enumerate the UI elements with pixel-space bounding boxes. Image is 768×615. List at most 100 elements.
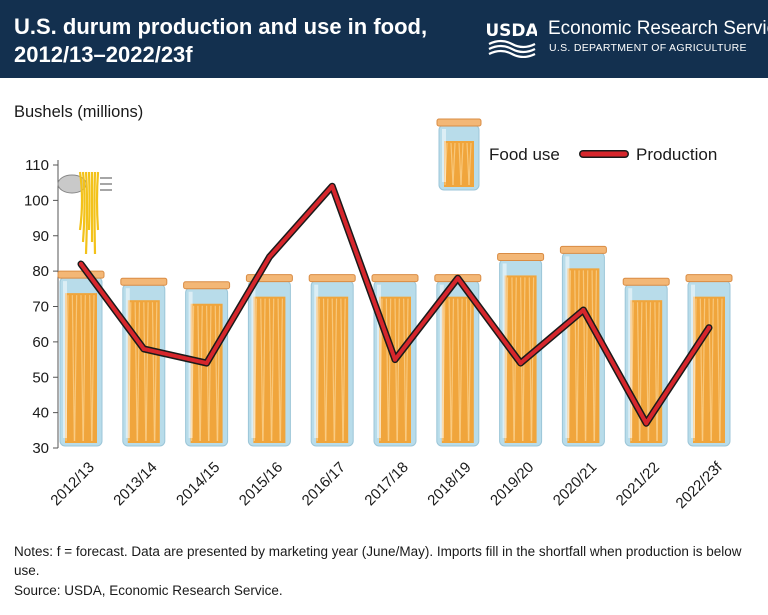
pasta-strand [576, 270, 580, 442]
pasta-strand [468, 298, 472, 442]
pasta-strand [710, 298, 714, 442]
pasta-strand [717, 298, 721, 442]
production-point [393, 357, 397, 362]
pasta-strand [465, 298, 470, 442]
x-tick-label: 2016/17 [299, 459, 349, 509]
agency-name: Economic Research Service [548, 18, 768, 39]
pasta-strand [199, 305, 203, 442]
pasta-strand [582, 270, 586, 442]
jar-highlight [125, 288, 130, 438]
chart-title-line-1: U.S. durum production and use in food, [14, 14, 428, 39]
pasta-strand [74, 295, 78, 442]
y-tick-label: 90 [32, 228, 49, 245]
pasta-strand [80, 295, 84, 442]
x-tick-label: 2019/20 [487, 459, 537, 509]
svg-text:USDA: USDA [487, 21, 537, 41]
pasta-strand [208, 305, 212, 442]
pasta-strand [593, 270, 597, 442]
jar-lid [371, 274, 419, 283]
x-tick-label: 2017/18 [361, 459, 411, 509]
jar-lid [120, 277, 168, 286]
pasta-strand [531, 277, 535, 442]
y-tick-label: 60 [32, 334, 49, 351]
production-point [267, 254, 272, 259]
jar-lid [308, 274, 356, 283]
pasta-strand [656, 302, 660, 442]
pasta-strand [468, 142, 472, 186]
pasta-strand [82, 295, 86, 442]
pasta-strand [136, 302, 141, 442]
y-tick-label: 30 [32, 440, 49, 457]
pasta-strand [268, 298, 272, 442]
jar-highlight [63, 281, 67, 438]
x-tick-label: 2022/23f [673, 458, 727, 512]
pasta-strand [636, 302, 641, 442]
pasta-strand [574, 270, 578, 442]
pasta-strand [511, 277, 515, 442]
pasta-strand [466, 142, 470, 186]
jar-highlight [188, 291, 193, 438]
jar-highlight [502, 263, 507, 438]
pasta-strand [214, 305, 218, 442]
header-banner: U.S. durum production and use in food, 2… [0, 0, 768, 78]
spaghetti-strand [93, 171, 97, 255]
pasta-strand [385, 298, 389, 442]
y-tick-label: 40 [32, 405, 49, 422]
y-tick-label: 50 [32, 369, 49, 386]
production-point [141, 346, 146, 351]
x-tick-label: 2013/14 [110, 459, 160, 509]
production-point [707, 325, 711, 330]
pasta-strand [708, 298, 712, 442]
pasta-strand [460, 142, 464, 186]
pasta-strand [448, 298, 452, 442]
legend-food-use-swatch [436, 118, 482, 191]
fork-spaghetti-icon [57, 171, 112, 255]
y-tick-label: 70 [32, 299, 49, 316]
spaghetti-strand [78, 171, 84, 231]
spaghetti-strand [81, 171, 86, 243]
production-point [644, 421, 649, 426]
bar-food-use [559, 245, 607, 447]
pasta-strand [143, 302, 147, 442]
x-tick-label: 2020/21 [550, 459, 600, 509]
pasta-strand [151, 302, 156, 442]
pasta-strand [279, 298, 283, 442]
pasta-strand [342, 298, 346, 442]
jar-highlight [442, 129, 446, 182]
y-tick-label: 110 [25, 157, 49, 174]
pasta-strand [394, 298, 398, 442]
pasta-strand [154, 302, 158, 442]
agency-department: U.S. DEPARTMENT OF AGRICULTURE [549, 42, 747, 54]
legend-production-label: Production [636, 145, 717, 164]
legend-food-use-label: Food use [489, 145, 560, 164]
chart-notes: Notes: f = forecast. Data are presented … [14, 544, 742, 578]
x-tick-label: 2012/13 [47, 459, 97, 509]
bar-food-use [685, 274, 733, 447]
pasta-strand [145, 302, 149, 442]
pasta-strand [333, 298, 338, 442]
pasta-strand [591, 270, 595, 442]
bar-food-use [434, 274, 482, 447]
y-tick-label: 80 [32, 263, 49, 280]
jar-lid [57, 270, 105, 279]
pasta-strand [331, 298, 335, 442]
jar-highlight [439, 284, 444, 438]
bar-food-use [308, 274, 356, 447]
pasta-strand [396, 298, 400, 442]
pasta-strand [452, 142, 456, 186]
jar-lid [436, 118, 482, 127]
jar-highlight [691, 284, 695, 438]
pasta-strand [71, 295, 75, 442]
jar-highlight [314, 284, 319, 438]
spaghetti-strand [87, 171, 91, 231]
pasta-strand [271, 298, 275, 442]
y-axis-label: Bushels (millions) [14, 103, 144, 121]
pasta-strand [388, 298, 392, 442]
pasta-strand [654, 302, 658, 442]
jar-highlight [565, 256, 570, 438]
pasta-strand [197, 305, 201, 442]
jar-lid [497, 252, 545, 261]
spaghetti-strand [84, 171, 89, 255]
pasta-strand [277, 298, 281, 442]
production-point [518, 361, 523, 366]
